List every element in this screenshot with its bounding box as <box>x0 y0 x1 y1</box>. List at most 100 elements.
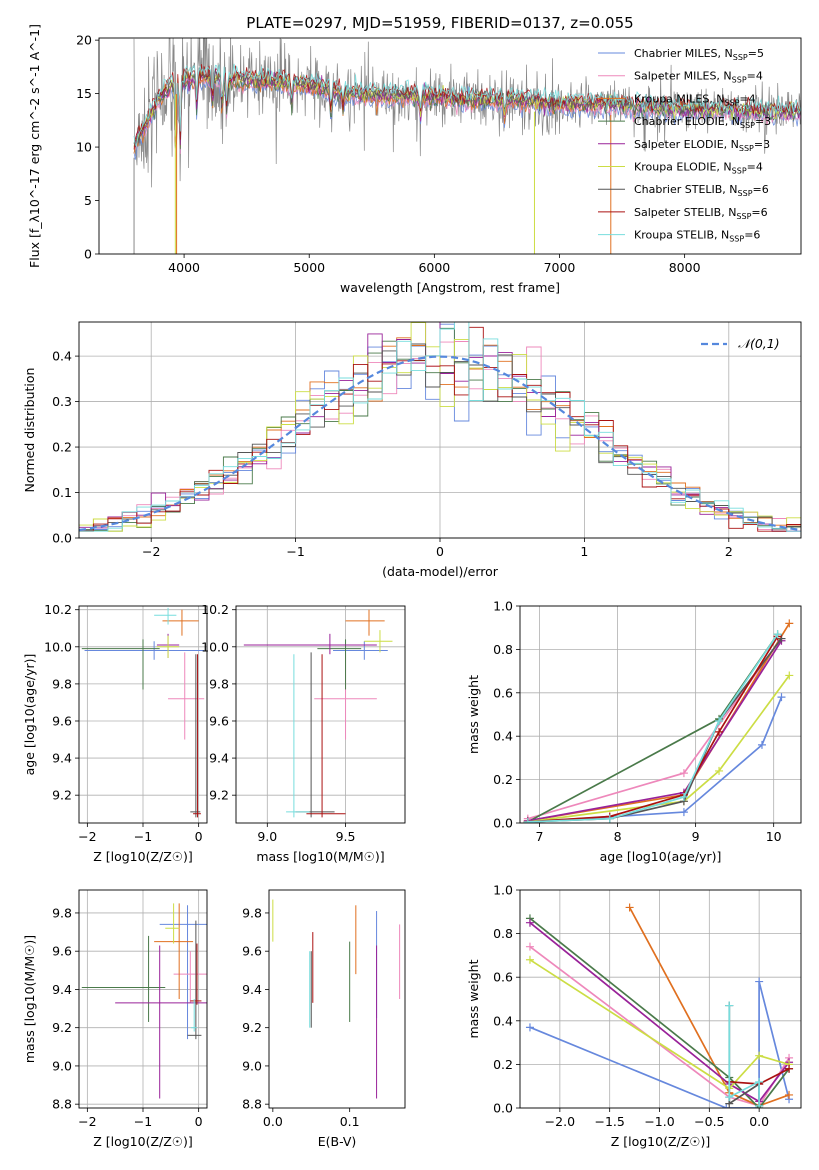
x-tick-label: 0.0 <box>749 1114 769 1129</box>
x-tick-label: −1 <box>286 544 304 559</box>
legend-entry: Chabrier MILES, NSSP=5 <box>634 47 764 62</box>
plot-area <box>272 899 401 1099</box>
weight-line-4 <box>527 640 783 822</box>
x-tick-label: −1.5 <box>595 1114 625 1129</box>
weight-marker <box>755 1051 764 1060</box>
y-tick-label: 9.6 <box>242 944 262 959</box>
weight-line-7 <box>527 635 779 823</box>
weight-marker <box>725 1093 734 1102</box>
y-tick-label: 0 <box>84 247 92 262</box>
axes-border <box>98 37 802 255</box>
y-tick-label: 9.0 <box>52 1058 72 1073</box>
y-tick-label: 0.8 <box>493 642 513 657</box>
errorbar-point <box>156 635 180 658</box>
axes-age_vs_Z: −2 −1 0 9.2 9.4 9.6 9.8 10.0 10.2 Z [log10(Z/Z☉)]… <box>22 602 208 864</box>
weight-marker <box>715 717 724 726</box>
weight-line-6 <box>527 637 783 823</box>
axis-frame: −2.0 −1.5 −1.0 −0.5 0.0 0.0 0.2 0.4 0.6 0.8 1.0 Z [… <box>466 883 802 1149</box>
plot-area <box>79 322 801 538</box>
model-spectrum-3 <box>133 73 801 150</box>
legend-entry: 𝒩(0,1) <box>738 336 780 351</box>
y-tick-label: 15 <box>76 86 92 101</box>
y-tick-label: 9.8 <box>52 905 72 920</box>
axes-weight_vs_Z: −2.0 −1.5 −1.0 −0.5 0.0 0.0 0.2 0.4 0.6 0.8 1.0 Z [… <box>466 883 802 1149</box>
y-tick-label: 9.2 <box>242 1020 262 1035</box>
y-tick-label: 9.6 <box>209 713 229 728</box>
x-tick-label: 10 <box>766 829 782 844</box>
axis-frame: −2 −1 0 1 2 0.0 0.1 0.2 0.3 0.4 (data-model)/error… <box>22 321 802 579</box>
weight-marker <box>523 817 532 823</box>
errorbar-point <box>193 654 201 818</box>
weight-marker <box>525 1023 534 1032</box>
y-tick-label: 0.2 <box>493 772 513 787</box>
axis-frame: 4000 5000 6000 7000 8000 0 5 10 15 20 wavelength [… <box>27 24 802 295</box>
axis-frame: −2 −1 0 8.8 9.0 9.2 9.4 9.6 9.8 Z [log10(Z/Z☉)] ma… <box>22 889 208 1149</box>
weight-line-8 <box>527 633 779 823</box>
y-tick-label: 0.0 <box>493 816 513 831</box>
y-axis-label: mass weight <box>466 675 481 754</box>
axes-weight_vs_age: 7 8 9 10 0.0 0.2 0.4 0.6 0.8 1.0 age [log10(age/yr… <box>466 599 802 864</box>
weight-marker <box>525 918 534 927</box>
axes-border <box>519 889 802 1109</box>
x-tick-label: −1 <box>134 829 152 844</box>
x-tick-label: 4000 <box>168 260 200 275</box>
errorbar-point <box>81 935 166 1022</box>
x-tick-label: 9 <box>692 829 700 844</box>
x-tick-label: −2 <box>78 1114 96 1129</box>
errorbar-point <box>159 905 207 1040</box>
y-axis-label: Flux [f_λ10^-17 erg cm^-2 s^-1 A^-1] <box>27 24 42 268</box>
y-tick-label: 10.2 <box>44 602 72 617</box>
x-axis-label: wavelength [Angstrom, rest frame] <box>340 280 560 295</box>
weight-marker <box>785 1090 794 1099</box>
weight-line-5 <box>529 959 790 1090</box>
y-tick-label: 0.1 <box>52 485 72 500</box>
plot-area <box>523 619 794 823</box>
axis-frame: 9.0 9.5 9.2 9.4 9.6 9.8 10.0 10.2 mass [log10(M/… <box>201 602 406 864</box>
x-axis-label: Z [log10(Z/Z☉)] <box>93 849 193 864</box>
errorbar-point <box>364 630 393 653</box>
y-tick-label: 9.4 <box>52 982 72 997</box>
y-tick-label: 20 <box>76 33 92 48</box>
x-tick-label: 0 <box>195 1114 203 1129</box>
axis-frame: −2 −1 0 9.2 9.4 9.6 9.8 10.0 10.2 Z [log10(Z/Z☉)]… <box>22 602 208 864</box>
x-tick-label: 1 <box>580 544 588 559</box>
weight-line-2 <box>527 622 791 822</box>
x-axis-label: (data-model)/error <box>382 564 499 579</box>
normal-reference-curve <box>79 355 801 532</box>
legend-entry: Kroupa STELIB, NSSP=6 <box>634 229 760 244</box>
weight-marker <box>679 808 688 817</box>
weight-marker <box>605 814 614 823</box>
plot-area <box>81 607 205 818</box>
y-tick-label: 10.0 <box>201 639 229 654</box>
weight-marker <box>755 1101 764 1108</box>
weight-marker <box>625 903 634 912</box>
legend-entry: Kroupa ELODIE, NSSP=4 <box>634 161 763 176</box>
y-axis-label: mass weight <box>466 959 481 1038</box>
weight-line-1 <box>527 638 783 820</box>
x-tick-label: 9.0 <box>257 829 277 844</box>
errorbar-point <box>84 641 205 660</box>
errorbar-point <box>115 945 207 1099</box>
plot-area <box>525 903 794 1108</box>
y-tick-label: 9.6 <box>52 944 72 959</box>
y-tick-label: 9.4 <box>209 751 229 766</box>
histogram-8 <box>79 322 801 538</box>
y-tick-label: 9.4 <box>242 982 262 997</box>
axes-residuals: −2 −1 0 1 2 0.0 0.1 0.2 0.3 0.4 (data-model)/error… <box>22 321 802 579</box>
axis-frame: 0.0 0.1 8.8 9.0 9.2 9.4 9.6 9.8 E(B-V) <box>242 889 406 1149</box>
weight-marker <box>755 1077 764 1086</box>
x-tick-label: −2.0 <box>545 1114 575 1129</box>
x-tick-label: −0.5 <box>694 1114 724 1129</box>
y-tick-label: 0.4 <box>493 1013 513 1028</box>
plot-area <box>243 609 393 818</box>
weight-marker <box>679 792 688 801</box>
errorbar-point <box>190 943 202 1005</box>
x-tick-label: 0 <box>195 829 203 844</box>
errorbar-point <box>286 654 310 818</box>
errorbar-point <box>165 903 180 944</box>
x-tick-label: 0 <box>436 544 444 559</box>
errorbar-point <box>190 654 201 818</box>
y-tick-label: 0.4 <box>493 729 513 744</box>
y-tick-label: 0.0 <box>493 1101 513 1116</box>
y-tick-label: 5 <box>84 193 92 208</box>
